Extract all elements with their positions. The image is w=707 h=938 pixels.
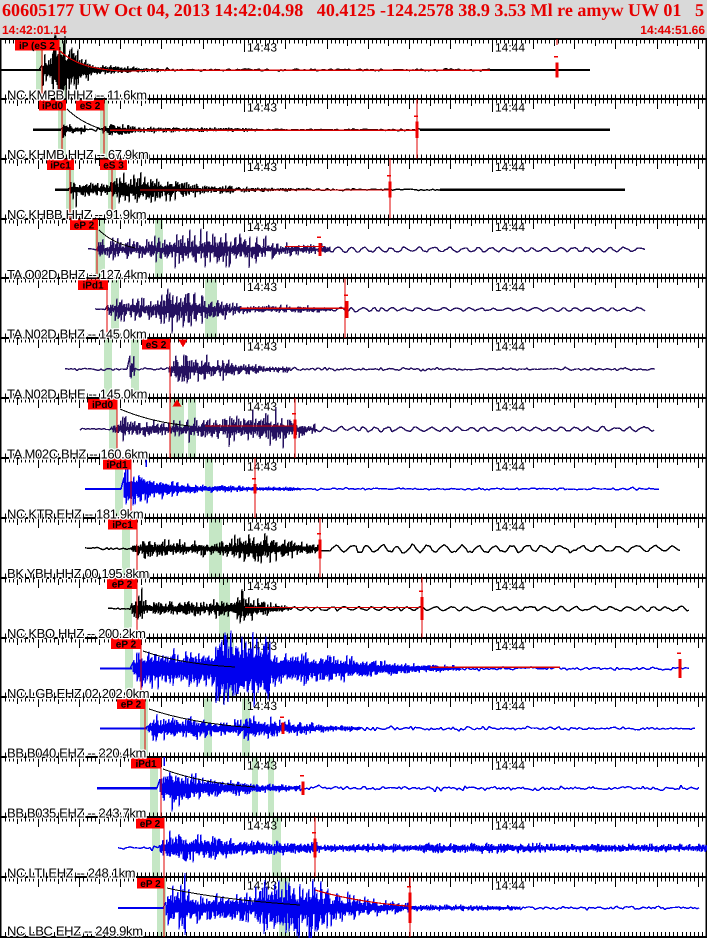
svg-text:eP 2: eP 2 [116,640,137,651]
svg-text:14:44: 14:44 [495,459,525,473]
svg-text:14:44: 14:44 [495,759,525,773]
svg-text:BB B035 EHZ -- 243.7km: BB B035 EHZ -- 243.7km [7,806,146,821]
svg-text:eP 2: eP 2 [140,879,161,890]
svg-text:TA M02C BHZ -- 160.6km: TA M02C BHZ -- 160.6km [7,446,148,461]
svg-text:eS 2: eS 2 [146,340,167,351]
svg-text:eS 2: eS 2 [80,101,101,112]
svg-text:eP 2: eP 2 [140,819,161,830]
svg-text:14:43: 14:43 [247,280,277,294]
svg-text:NC LBC EHZ -- 249.9km: NC LBC EHZ -- 249.9km [7,923,143,938]
svg-text:NC KHBB HHZ -- 91.9km: NC KHBB HHZ -- 91.9km [7,207,146,222]
svg-text:iP (eS 2: iP (eS 2 [19,41,55,52]
svg-text:iPc1: iPc1 [112,520,133,531]
svg-text:14:43: 14:43 [247,340,277,354]
svg-text:BK YBH HHZ 00 195.8km: BK YBH HHZ 00 195.8km [7,566,149,581]
svg-text:14:43: 14:43 [247,160,277,174]
svg-text:eP 2: eP 2 [74,221,95,232]
svg-text:14:44: 14:44 [495,100,525,114]
svg-text:14:44: 14:44 [495,41,525,55]
svg-text:14:44: 14:44 [495,819,525,833]
svg-text:NC KHMB HHZ -- 67.9km: NC KHMB HHZ -- 67.9km [7,147,148,162]
svg-text:NC KMPB HHZ -- 11.6km: NC KMPB HHZ -- 11.6km [7,87,147,102]
svg-text:14:43: 14:43 [247,759,277,773]
svg-text:14:44: 14:44 [495,639,525,653]
svg-text:14:44: 14:44 [495,519,525,533]
svg-text:iPd0: iPd0 [92,400,114,411]
svg-text:14:43: 14:43 [247,100,277,114]
svg-text:eP 2: eP 2 [121,699,142,710]
svg-text:iPc1: iPc1 [50,161,71,172]
svg-text:14:43: 14:43 [247,699,277,713]
svg-text:TA N02D BHE -- 145.0km: TA N02D BHE -- 145.0km [7,387,147,402]
svg-text:iPd0: iPd0 [42,101,64,112]
svg-text:60605177 UW Oct 04, 2013 14:42: 60605177 UW Oct 04, 2013 14:42:04.98 40.… [2,0,704,20]
svg-text:14:44: 14:44 [495,878,525,892]
svg-text:14:44: 14:44 [495,340,525,354]
svg-text:14:42:01.14: 14:42:01.14 [2,23,67,37]
svg-text:eS 3: eS 3 [103,161,124,172]
svg-text:NC KBO HHZ -- 200.2km: NC KBO HHZ -- 200.2km [7,626,146,641]
svg-text:14:43: 14:43 [247,459,277,473]
svg-text:iPd1: iPd1 [106,460,128,471]
svg-text:TA O02D BHZ -- 127.4km: TA O02D BHZ -- 127.4km [7,267,147,282]
svg-text:14:44: 14:44 [495,699,525,713]
svg-text:14:44:51.66: 14:44:51.66 [640,23,705,37]
svg-text:14:43: 14:43 [247,400,277,414]
svg-text:14:44: 14:44 [495,280,525,294]
svg-text:14:44: 14:44 [495,160,525,174]
svg-text:NC LGB EHZ 02 202.0km: NC LGB EHZ 02 202.0km [7,686,149,701]
svg-text:14:43: 14:43 [247,220,277,234]
svg-text:14:43: 14:43 [247,579,277,593]
svg-text:iPd1: iPd1 [135,759,157,770]
svg-text:TA N02D BHZ -- 145.0km: TA N02D BHZ -- 145.0km [7,327,146,342]
svg-text:14:43: 14:43 [247,819,277,833]
svg-text:NC KTR EHZ -- 181.9km: NC KTR EHZ -- 181.9km [7,506,143,521]
svg-text:14:44: 14:44 [495,220,525,234]
svg-text:14:44: 14:44 [495,400,525,414]
svg-text:iPd1: iPd1 [82,280,104,291]
svg-text:14:43: 14:43 [247,519,277,533]
svg-text:14:43: 14:43 [247,878,277,892]
svg-text:eP 2: eP 2 [112,580,133,591]
svg-text:NC LTI EHZ -- 248.1km: NC LTI EHZ -- 248.1km [7,865,135,880]
svg-text:14:44: 14:44 [495,579,525,593]
svg-text:14:43: 14:43 [247,41,277,55]
svg-text:BB B040 EHZ -- 220.4km: BB B040 EHZ -- 220.4km [7,746,146,761]
